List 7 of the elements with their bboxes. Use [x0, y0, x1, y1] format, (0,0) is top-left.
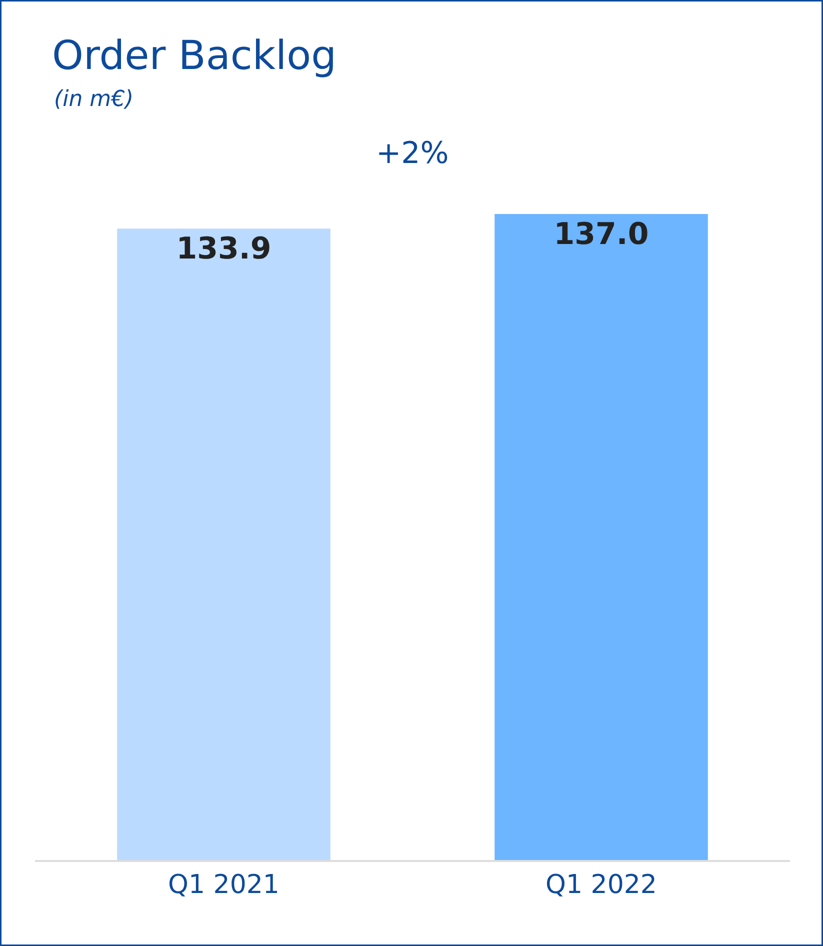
data-label: 133.9 — [176, 232, 272, 267]
text: +2% — [376, 136, 449, 171]
chart-subtitle: (in m€) — [54, 87, 134, 112]
chart-title: Order Backlog — [52, 33, 336, 79]
x-tick-label: Q1 2022 — [546, 870, 657, 900]
x-tick-label: Q1 2021 — [168, 870, 280, 900]
data-label: 137.0 — [554, 217, 649, 252]
